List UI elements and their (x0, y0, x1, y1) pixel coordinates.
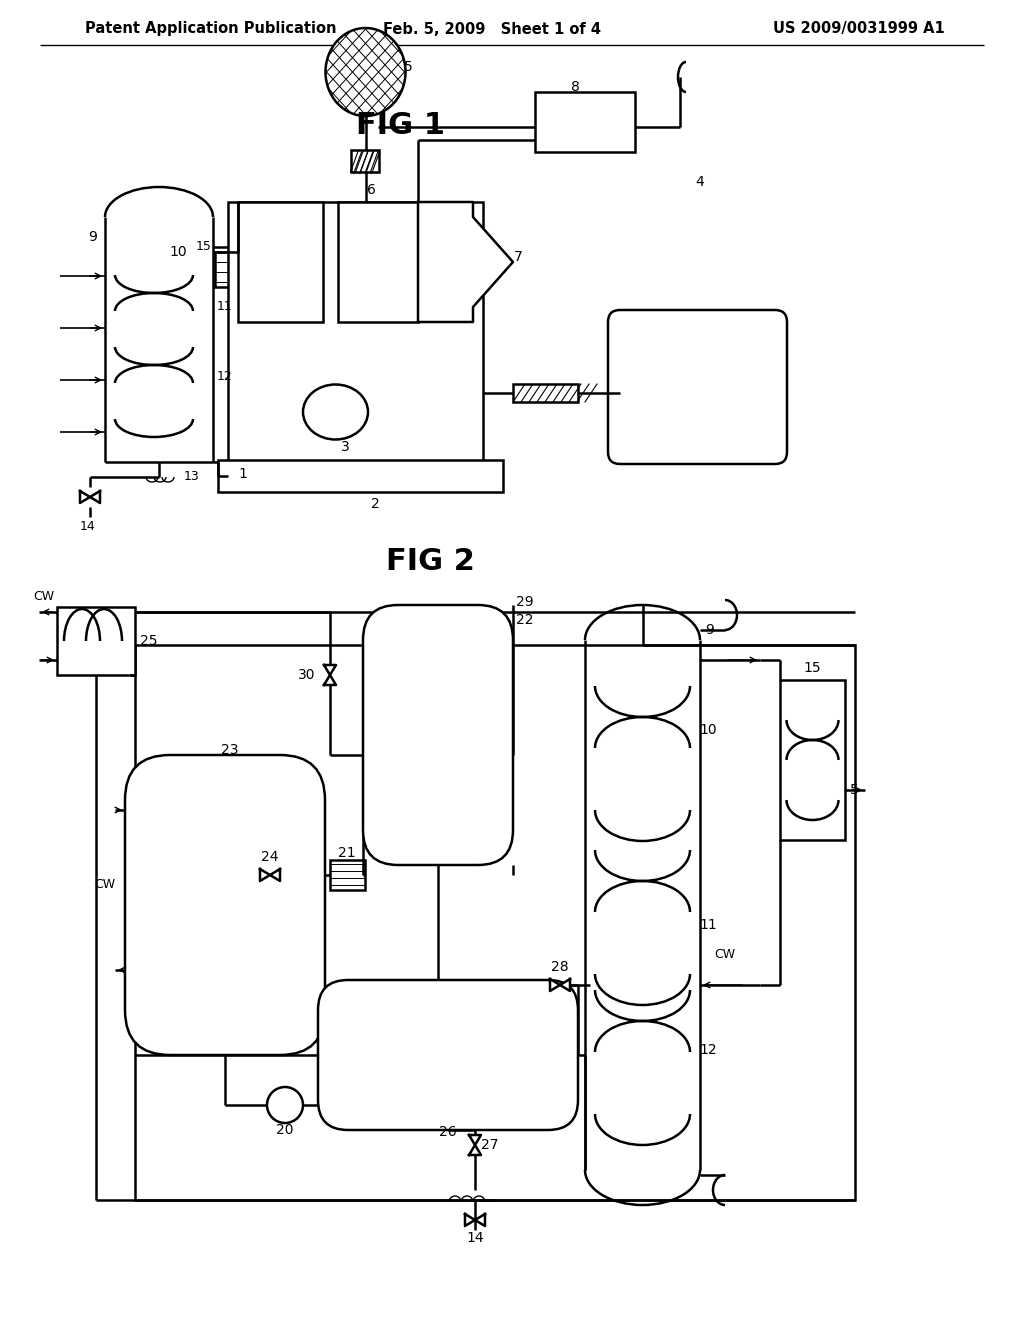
FancyBboxPatch shape (608, 310, 787, 465)
Text: 11: 11 (699, 917, 717, 932)
Text: 3: 3 (341, 440, 350, 454)
Bar (350, 150, 379, 172)
Text: 6: 6 (367, 183, 376, 197)
Text: 7: 7 (514, 249, 522, 264)
Bar (218, 459, 503, 492)
Polygon shape (80, 491, 90, 503)
Bar (228, 202, 483, 462)
Text: Patent Application Publication: Patent Application Publication (85, 21, 337, 37)
Text: 10: 10 (169, 246, 186, 259)
Text: 29: 29 (516, 595, 534, 609)
Text: 9: 9 (706, 623, 715, 638)
Text: Feb. 5, 2009   Sheet 1 of 4: Feb. 5, 2009 Sheet 1 of 4 (383, 21, 601, 37)
Polygon shape (550, 979, 560, 991)
Polygon shape (270, 869, 280, 880)
Text: 15: 15 (804, 661, 821, 675)
Polygon shape (90, 491, 100, 503)
Bar (780, 680, 845, 840)
Ellipse shape (303, 384, 368, 440)
Text: 12: 12 (217, 371, 232, 384)
Text: CW: CW (33, 590, 54, 603)
Text: 4: 4 (695, 176, 705, 189)
Circle shape (267, 1086, 303, 1123)
Text: 15: 15 (197, 239, 212, 252)
Text: CW: CW (715, 949, 735, 961)
Text: 30: 30 (298, 668, 315, 682)
FancyBboxPatch shape (362, 605, 513, 865)
Ellipse shape (326, 28, 406, 116)
Bar (513, 384, 578, 403)
Polygon shape (560, 979, 570, 991)
Text: 25: 25 (140, 634, 158, 648)
Text: US 2009/0031999 A1: US 2009/0031999 A1 (773, 21, 945, 37)
Text: 9: 9 (88, 230, 97, 244)
Text: 8: 8 (570, 81, 580, 94)
Text: 10: 10 (699, 723, 717, 737)
Polygon shape (260, 869, 270, 880)
Text: 13: 13 (184, 470, 200, 483)
Text: CW: CW (94, 879, 115, 891)
Polygon shape (469, 1144, 481, 1155)
Text: 14: 14 (466, 1232, 483, 1245)
Bar (238, 202, 323, 322)
Polygon shape (324, 665, 336, 675)
Bar (535, 92, 635, 152)
Text: 5: 5 (850, 783, 859, 797)
Text: 28: 28 (551, 960, 568, 974)
Text: 20: 20 (276, 1123, 294, 1137)
Text: 24: 24 (261, 850, 279, 865)
Bar (215, 252, 237, 286)
Text: 11: 11 (217, 301, 232, 314)
FancyBboxPatch shape (125, 755, 325, 1055)
Polygon shape (469, 1135, 481, 1144)
Bar (57, 607, 135, 675)
Polygon shape (475, 1214, 485, 1226)
Polygon shape (465, 1214, 475, 1226)
Text: 1: 1 (239, 467, 248, 480)
Bar (135, 645, 855, 1200)
Text: 12: 12 (699, 1043, 717, 1057)
Text: 2: 2 (371, 498, 380, 511)
FancyBboxPatch shape (318, 979, 578, 1130)
Bar (330, 861, 365, 890)
Polygon shape (324, 675, 336, 685)
Text: 23: 23 (221, 743, 239, 756)
Text: 27: 27 (481, 1138, 499, 1152)
Text: 21: 21 (338, 846, 355, 861)
Text: 22: 22 (516, 612, 534, 627)
Text: FIG 2: FIG 2 (386, 548, 474, 577)
Text: 5: 5 (404, 59, 413, 74)
Text: 26: 26 (439, 1125, 457, 1139)
Bar (338, 202, 418, 322)
Text: 14: 14 (80, 520, 96, 533)
Text: FIG 1: FIG 1 (355, 111, 444, 140)
Polygon shape (418, 202, 513, 322)
